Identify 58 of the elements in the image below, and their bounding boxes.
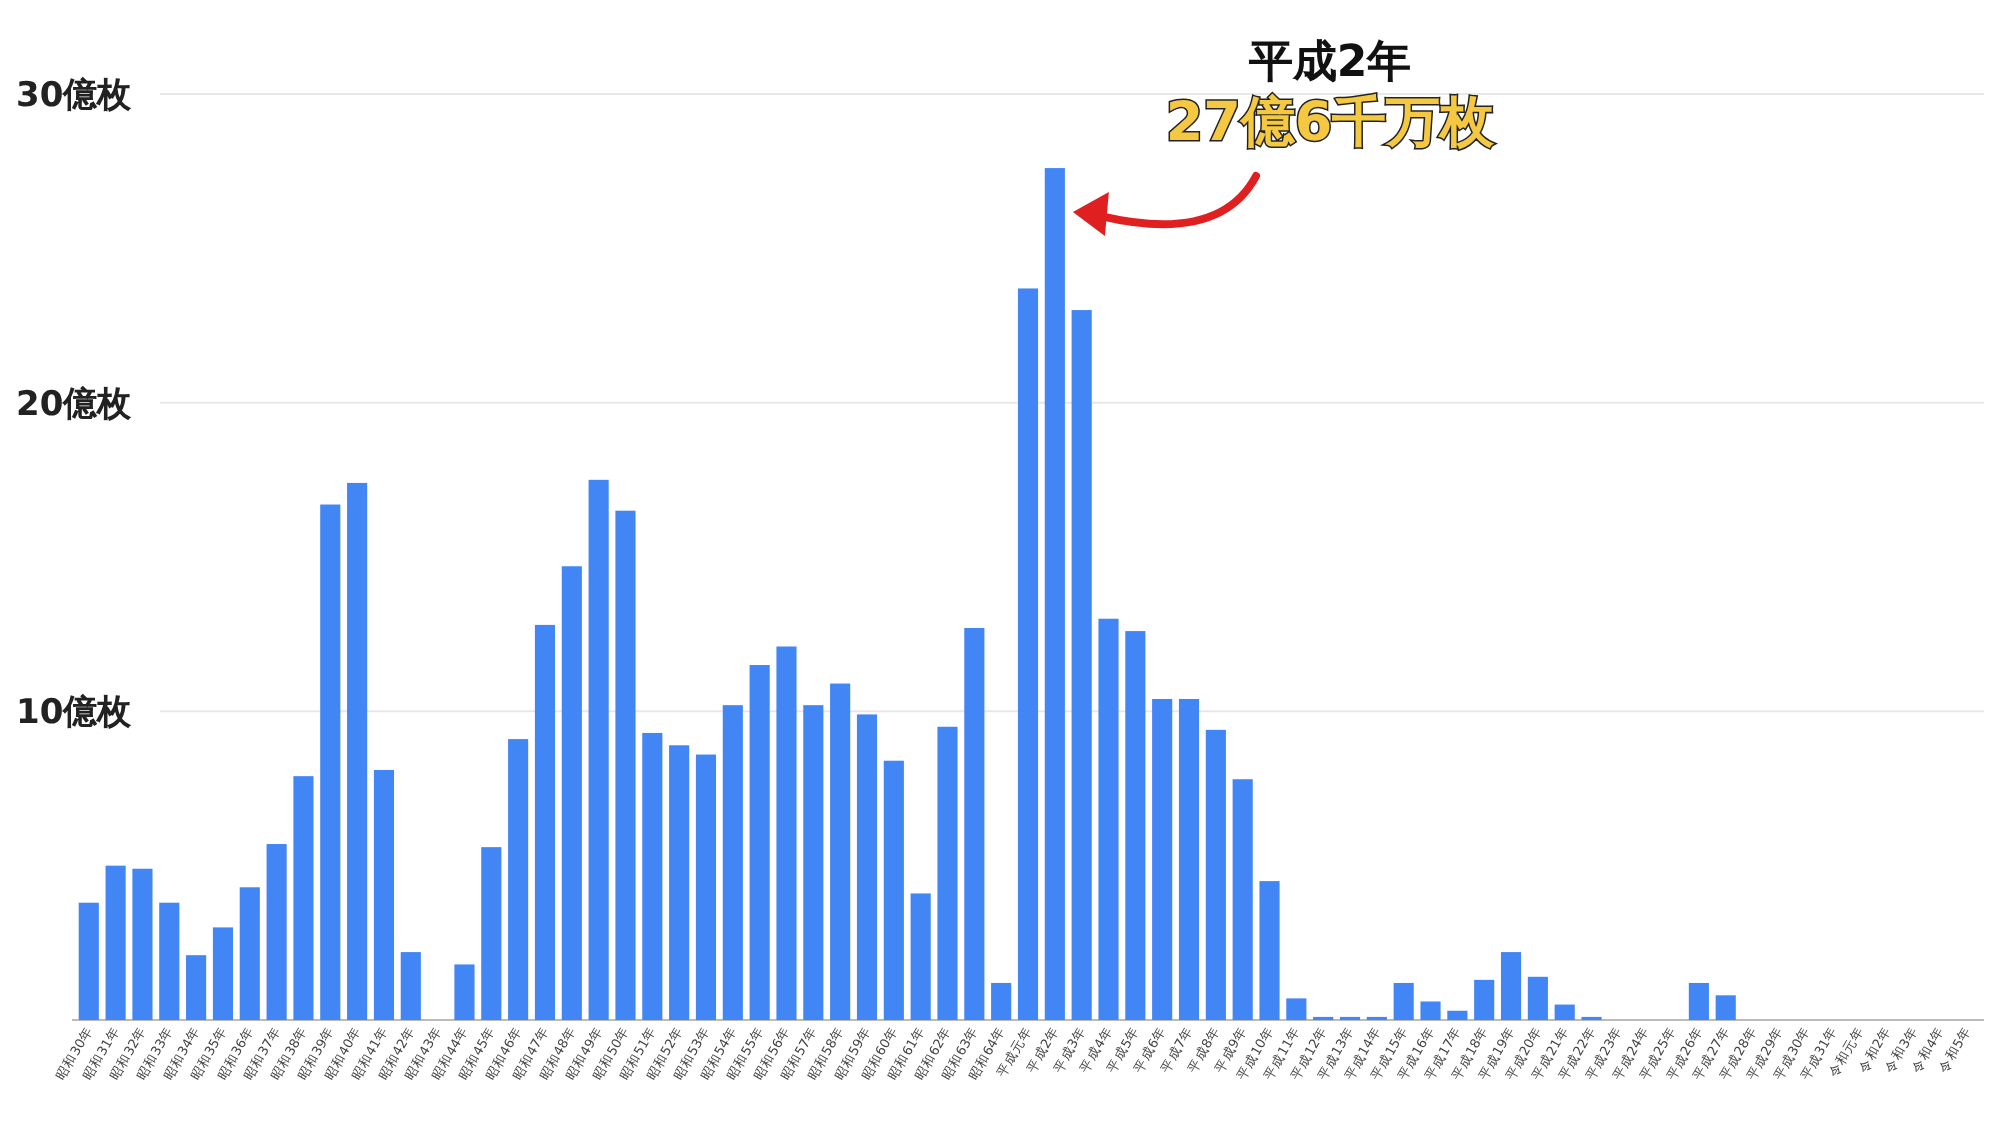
bar [1527, 976, 1548, 1020]
bar [534, 624, 556, 1020]
y-tick-label: 30億枚 [16, 75, 134, 116]
bar [239, 887, 260, 1020]
bar [1125, 631, 1146, 1020]
y-tick-label: 20億枚 [16, 384, 134, 425]
bar [1071, 310, 1092, 1020]
bar [1500, 952, 1522, 1020]
bar [159, 902, 180, 1020]
bar [1447, 1010, 1468, 1020]
bar [1205, 729, 1226, 1020]
bar [695, 754, 717, 1020]
bar [830, 683, 851, 1020]
bar [910, 893, 931, 1020]
annotation: 平成2年 27億6千万枚 [1165, 38, 1497, 154]
bar [937, 726, 958, 1020]
bar [588, 479, 609, 1020]
bar [642, 732, 663, 1020]
bar [132, 868, 153, 1020]
bar [1474, 979, 1495, 1020]
bar [347, 482, 368, 1020]
bar [1259, 881, 1280, 1020]
bar [1715, 995, 1736, 1020]
bar [749, 665, 770, 1020]
bar [1393, 982, 1414, 1020]
bar [669, 745, 690, 1020]
bar [776, 646, 797, 1020]
bar [1554, 1004, 1575, 1020]
bar [78, 902, 99, 1020]
bar [212, 927, 234, 1020]
bar [991, 982, 1012, 1020]
bar [615, 510, 636, 1020]
bar [1152, 698, 1173, 1020]
bar [1688, 982, 1709, 1020]
bar [266, 844, 287, 1020]
bar [1420, 1001, 1441, 1020]
bar [1232, 779, 1253, 1020]
bar [454, 964, 475, 1020]
bar [883, 760, 904, 1020]
bar [1044, 168, 1065, 1020]
bar [481, 847, 502, 1020]
bar [1286, 998, 1307, 1020]
bar [803, 705, 824, 1020]
bar [105, 865, 126, 1020]
bar [508, 739, 529, 1020]
bar [561, 566, 582, 1020]
bar [320, 504, 341, 1020]
bar [186, 955, 207, 1020]
bar [400, 952, 421, 1020]
bar [722, 705, 743, 1020]
bar [373, 769, 395, 1020]
bar [1178, 698, 1200, 1020]
bar [1017, 288, 1039, 1020]
bar [1098, 618, 1119, 1020]
bar [856, 714, 878, 1020]
y-tick-label: 10億枚 [16, 693, 134, 734]
bar [293, 776, 314, 1020]
bar [964, 627, 985, 1020]
